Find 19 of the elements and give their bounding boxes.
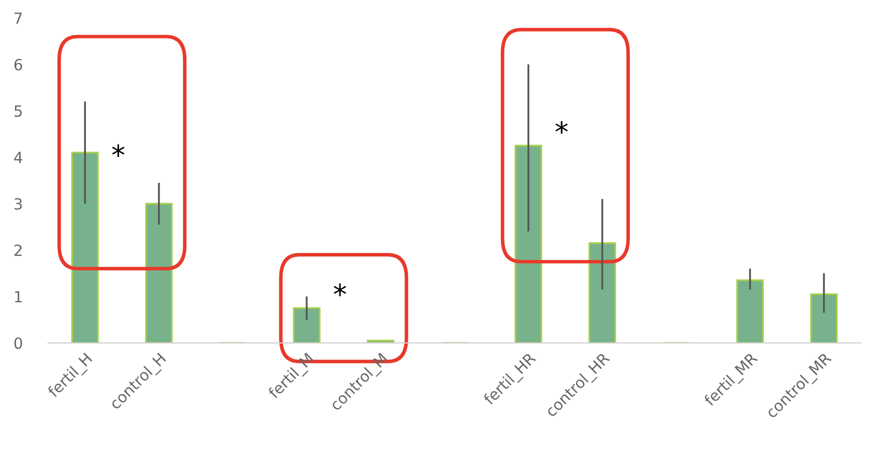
bar — [366, 340, 394, 343]
bar — [71, 152, 99, 343]
y-tick-label: 1 — [15, 291, 22, 302]
bar — [588, 242, 616, 343]
annotation: * — [112, 144, 124, 157]
bar — [145, 202, 173, 343]
y-tick-label: 6 — [14, 58, 22, 70]
annotation: * — [334, 284, 346, 296]
bar — [736, 279, 764, 343]
y-tick-label: 5 — [14, 105, 22, 117]
bar — [292, 307, 320, 343]
bar — [514, 144, 542, 343]
annotation: * — [556, 121, 568, 134]
y-tick-label: 7 — [14, 12, 22, 24]
y-tick-label: 3 — [14, 198, 22, 210]
bar — [810, 293, 838, 343]
y-tick-label: 2 — [14, 244, 22, 256]
y-tick-label: 0 — [14, 337, 22, 349]
y-tick-label: 4 — [14, 152, 22, 164]
